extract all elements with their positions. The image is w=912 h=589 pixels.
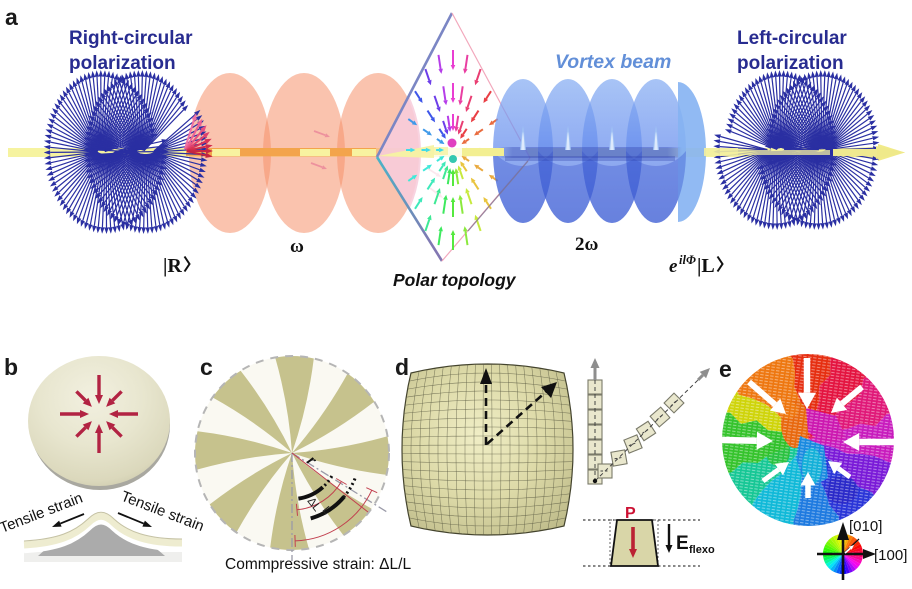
svg-text:E: E xyxy=(676,533,689,554)
svg-text:P: P xyxy=(625,505,636,522)
svg-text:Commpressive strain: ΔL/L: Commpressive strain: ΔL/L xyxy=(225,556,411,573)
svg-text:|R: |R xyxy=(163,255,182,277)
svg-text:Left-circular: Left-circular xyxy=(737,28,847,49)
svg-text:Right-circular: Right-circular xyxy=(69,28,193,49)
svg-text:flexo: flexo xyxy=(689,544,715,556)
svg-text:|L: |L xyxy=(697,255,715,277)
svg-text:polarization: polarization xyxy=(737,53,844,74)
svg-text:[010]: [010] xyxy=(849,518,882,535)
svg-text:a: a xyxy=(5,4,18,30)
svg-text:ω: ω xyxy=(290,236,304,257)
svg-text:e: e xyxy=(669,256,678,277)
svg-text:[100]: [100] xyxy=(874,547,907,564)
svg-text:polarization: polarization xyxy=(69,53,176,74)
svg-text:b: b xyxy=(4,354,18,380)
svg-text:e: e xyxy=(719,356,732,382)
svg-text:Polar topology: Polar topology xyxy=(393,270,517,290)
svg-text:c: c xyxy=(200,354,213,380)
svg-text:2ω: 2ω xyxy=(575,234,599,255)
svg-text:Vortex beam: Vortex beam xyxy=(555,51,671,73)
svg-text:ilΦ: ilΦ xyxy=(679,253,696,267)
svg-text:d: d xyxy=(395,354,409,380)
